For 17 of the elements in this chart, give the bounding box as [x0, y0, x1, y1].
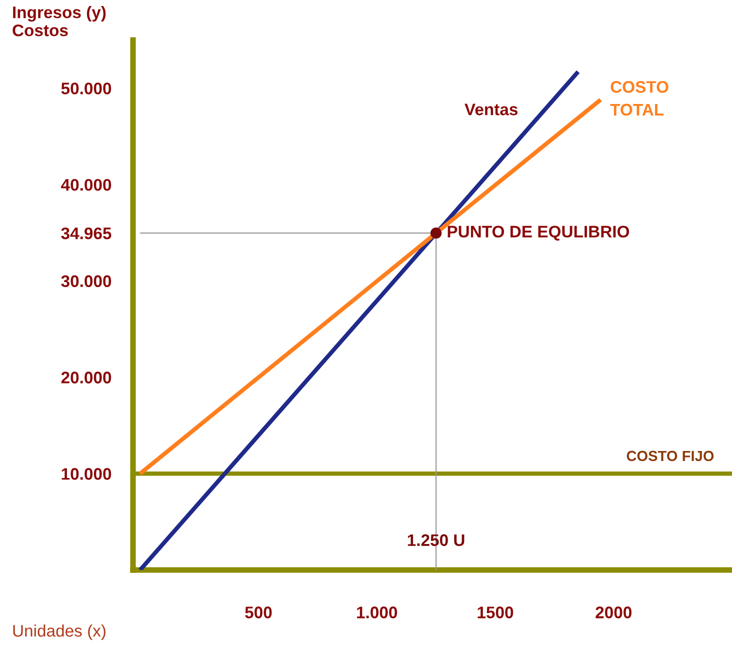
y-tick-label: 50.000	[61, 82, 112, 94]
x-tick-label: 2000	[596, 606, 632, 618]
x-tick-label: 500	[245, 606, 272, 618]
annotation: PUNTO DE EQULIBRIO	[448, 226, 630, 241]
series-label: Ventas	[464, 104, 518, 116]
x-axis-title: Unidades (x)	[13, 624, 106, 640]
annotation: 1.250 U	[408, 534, 464, 546]
x-tick-label: 1500	[478, 606, 514, 618]
series-label: COSTO TOTAL	[610, 81, 668, 116]
y-tick-label: 10.000	[62, 468, 112, 480]
x-tick-label: 1.000	[357, 606, 398, 618]
y-axis-title: Ingresos (y) Costos	[12, 6, 106, 36]
y-tick-label: 20.000	[61, 372, 112, 384]
y-tick-label: 34.965	[61, 227, 112, 240]
ref-line-label: COSTO FIJO	[626, 450, 714, 462]
y-tick-label: 30.000	[61, 275, 112, 288]
y-tick-label: 40.000	[61, 178, 112, 191]
